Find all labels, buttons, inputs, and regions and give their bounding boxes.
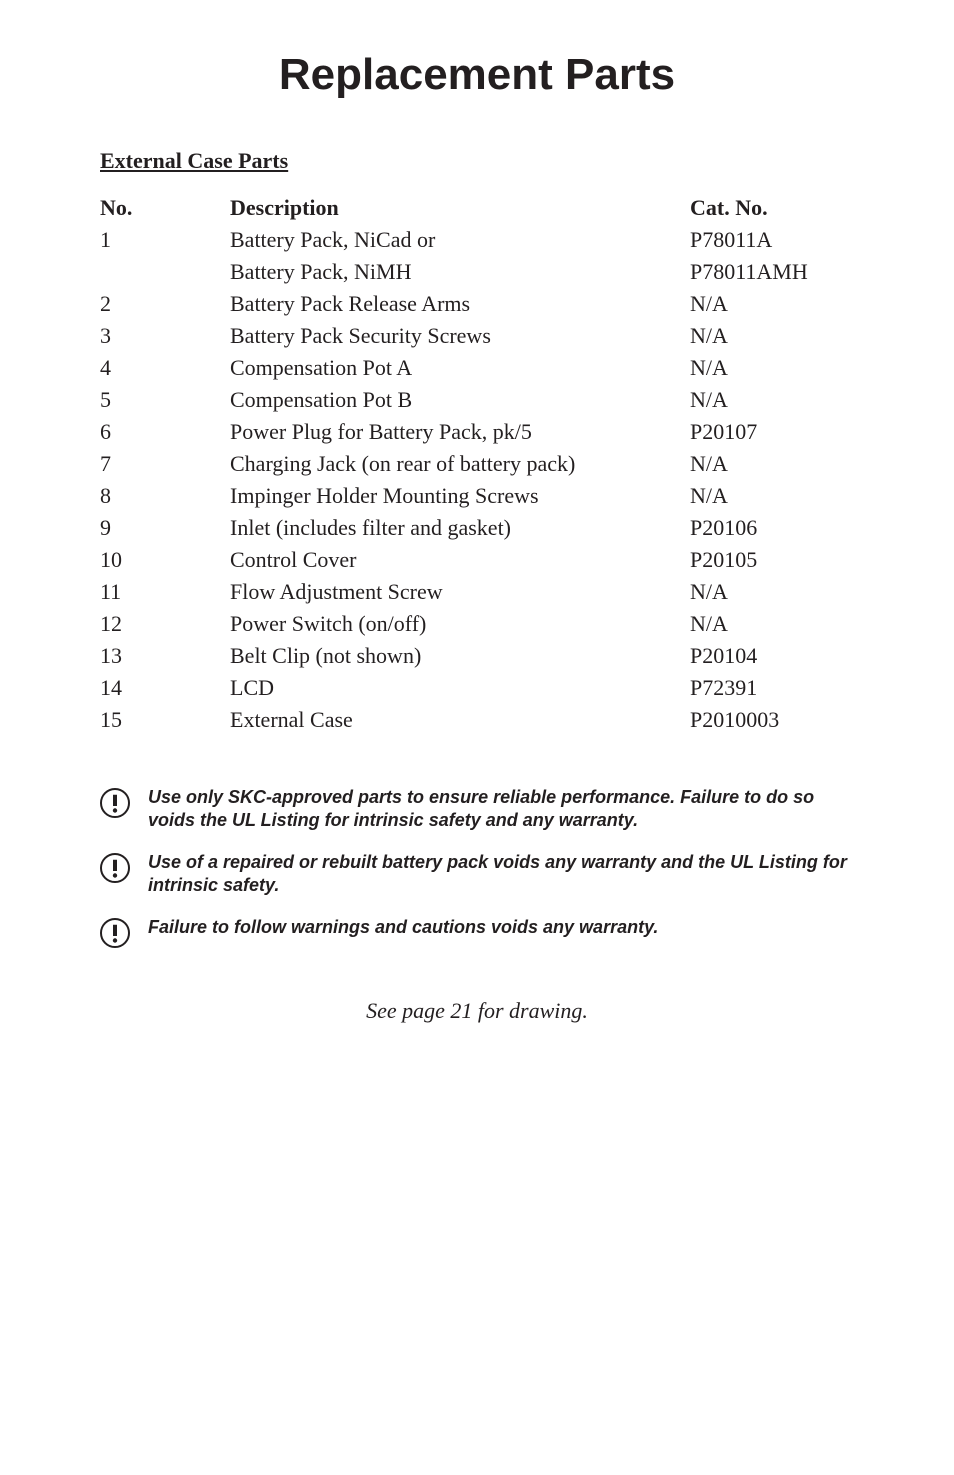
cell-no: 14 — [100, 672, 230, 704]
cell-desc: Battery Pack Release Arms — [230, 288, 690, 320]
table-row: 9Inlet (includes filter and gasket)P2010… — [100, 512, 854, 544]
cell-no: 8 — [100, 480, 230, 512]
cell-no: 13 — [100, 640, 230, 672]
table-row: 13Belt Clip (not shown)P20104 — [100, 640, 854, 672]
cell-cat: P20105 — [690, 544, 854, 576]
cell-desc: Compensation Pot A — [230, 352, 690, 384]
cell-no: 2 — [100, 288, 230, 320]
warning-row: Use of a repaired or rebuilt battery pac… — [100, 851, 854, 898]
table-row: 8Impinger Holder Mounting ScrewsN/A — [100, 480, 854, 512]
section-heading: External Case Parts — [100, 148, 854, 174]
cell-no: 11 — [100, 576, 230, 608]
table-row: 7Charging Jack (on rear of battery pack)… — [100, 448, 854, 480]
cell-desc: Charging Jack (on rear of battery pack) — [230, 448, 690, 480]
table-row: 12Power Switch (on/off)N/A — [100, 608, 854, 640]
cell-no — [100, 256, 230, 288]
cell-no: 6 — [100, 416, 230, 448]
cell-desc: Flow Adjustment Screw — [230, 576, 690, 608]
cell-no: 3 — [100, 320, 230, 352]
cell-cat: N/A — [690, 352, 854, 384]
cell-desc: Belt Clip (not shown) — [230, 640, 690, 672]
warning-text: Use only SKC-approved parts to ensure re… — [148, 786, 854, 833]
cell-cat: N/A — [690, 448, 854, 480]
parts-table-body: No. Description Cat. No. 1Battery Pack, … — [100, 192, 854, 736]
cell-cat: N/A — [690, 320, 854, 352]
cell-cat: N/A — [690, 384, 854, 416]
warning-icon — [100, 853, 130, 883]
warning-row: Use only SKC-approved parts to ensure re… — [100, 786, 854, 833]
table-row: 6Power Plug for Battery Pack, pk/5P20107 — [100, 416, 854, 448]
cell-cat: N/A — [690, 608, 854, 640]
table-row: 15External CaseP2010003 — [100, 704, 854, 736]
table-header-row: No. Description Cat. No. — [100, 192, 854, 224]
cell-desc: Compensation Pot B — [230, 384, 690, 416]
header-no: No. — [100, 192, 230, 224]
warning-text: Use of a repaired or rebuilt battery pac… — [148, 851, 854, 898]
table-row: 11Flow Adjustment ScrewN/A — [100, 576, 854, 608]
table-row: 3Battery Pack Security ScrewsN/A — [100, 320, 854, 352]
page-title: Replacement Parts — [100, 50, 854, 100]
cell-cat: N/A — [690, 576, 854, 608]
table-row: 4Compensation Pot AN/A — [100, 352, 854, 384]
warning-icon — [100, 788, 130, 818]
cell-no: 7 — [100, 448, 230, 480]
warnings-block: Use only SKC-approved parts to ensure re… — [100, 786, 854, 948]
table-row: 14LCDP72391 — [100, 672, 854, 704]
cell-cat: P20106 — [690, 512, 854, 544]
document-page: Replacement Parts External Case Parts No… — [0, 0, 954, 1074]
cell-no: 10 — [100, 544, 230, 576]
cell-desc: Battery Pack Security Screws — [230, 320, 690, 352]
cell-desc: Battery Pack, NiCad or — [230, 224, 690, 256]
cell-no: 1 — [100, 224, 230, 256]
table-row: 1Battery Pack, NiCad orP78011A — [100, 224, 854, 256]
table-row: 2Battery Pack Release ArmsN/A — [100, 288, 854, 320]
cell-desc: LCD — [230, 672, 690, 704]
cell-desc: Control Cover — [230, 544, 690, 576]
warning-row: Failure to follow warnings and cautions … — [100, 916, 854, 948]
cell-cat: P78011AMH — [690, 256, 854, 288]
cell-no: 4 — [100, 352, 230, 384]
header-cat: Cat. No. — [690, 192, 854, 224]
cell-desc: External Case — [230, 704, 690, 736]
cell-cat: P78011A — [690, 224, 854, 256]
table-row: Battery Pack, NiMHP78011AMH — [100, 256, 854, 288]
cell-no: 15 — [100, 704, 230, 736]
cell-no: 5 — [100, 384, 230, 416]
cell-no: 9 — [100, 512, 230, 544]
cell-cat: P20107 — [690, 416, 854, 448]
warning-text: Failure to follow warnings and cautions … — [148, 916, 658, 939]
warning-icon — [100, 918, 130, 948]
header-desc: Description — [230, 192, 690, 224]
footer-note: See page 21 for drawing. — [100, 998, 854, 1024]
cell-desc: Battery Pack, NiMH — [230, 256, 690, 288]
cell-desc: Power Switch (on/off) — [230, 608, 690, 640]
table-row: 5Compensation Pot BN/A — [100, 384, 854, 416]
cell-cat: N/A — [690, 480, 854, 512]
cell-cat: P72391 — [690, 672, 854, 704]
cell-cat: P20104 — [690, 640, 854, 672]
parts-table: No. Description Cat. No. 1Battery Pack, … — [100, 192, 854, 736]
cell-no: 12 — [100, 608, 230, 640]
cell-desc: Power Plug for Battery Pack, pk/5 — [230, 416, 690, 448]
cell-cat: P2010003 — [690, 704, 854, 736]
table-row: 10Control CoverP20105 — [100, 544, 854, 576]
cell-desc: Impinger Holder Mounting Screws — [230, 480, 690, 512]
cell-cat: N/A — [690, 288, 854, 320]
cell-desc: Inlet (includes filter and gasket) — [230, 512, 690, 544]
